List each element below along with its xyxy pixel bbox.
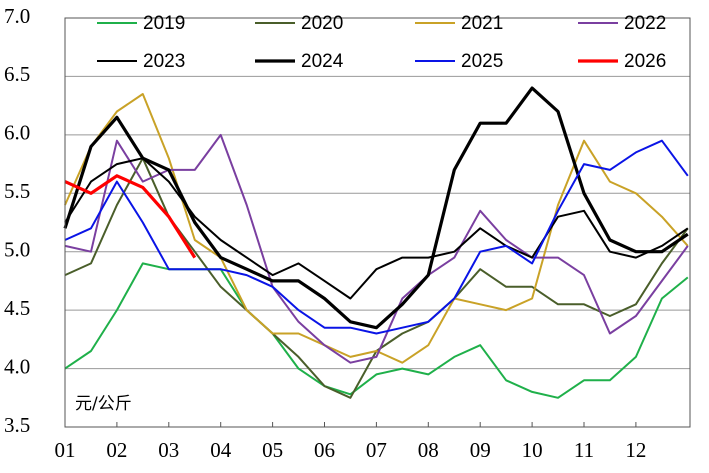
x-tick-label: 12 bbox=[625, 438, 646, 462]
series-line bbox=[64, 93, 689, 364]
y-tick-label: 6.0 bbox=[4, 121, 30, 145]
legend-label: 2024 bbox=[301, 51, 344, 72]
x-tick-label: 01 bbox=[55, 438, 76, 462]
y-tick-label: 5.5 bbox=[4, 179, 30, 203]
x-tick-label: 03 bbox=[158, 438, 179, 462]
lines bbox=[63, 86, 689, 399]
x-tick-label: 06 bbox=[314, 438, 335, 462]
y-tick-label: 3.5 bbox=[4, 413, 30, 437]
x-tick-label: 08 bbox=[418, 438, 439, 462]
legend-label: 2025 bbox=[461, 51, 503, 72]
unit-label: 元/公斤 bbox=[75, 394, 132, 414]
x-tick-label: 02 bbox=[106, 438, 127, 462]
x-tick-label: 04 bbox=[210, 438, 232, 462]
x-tick-label: 10 bbox=[522, 438, 543, 462]
plot-frame bbox=[64, 17, 691, 428]
series-line bbox=[63, 86, 689, 330]
series-line bbox=[64, 139, 689, 335]
legend-label: 2023 bbox=[143, 51, 185, 72]
series-line bbox=[64, 174, 197, 259]
legend-label: 2021 bbox=[461, 13, 503, 34]
y-tick-label: 6.5 bbox=[4, 62, 30, 86]
x-tick-label: 09 bbox=[470, 438, 491, 462]
y-tick-label: 4.0 bbox=[4, 354, 30, 378]
y-tick-label: 4.5 bbox=[4, 296, 30, 320]
legend-label: 2019 bbox=[143, 13, 185, 34]
y-tick-label: 7.0 bbox=[4, 4, 30, 28]
x-tick-label: 07 bbox=[366, 438, 387, 462]
y-tick-label: 5.0 bbox=[4, 238, 30, 262]
series-line bbox=[64, 157, 689, 300]
legend-label: 2022 bbox=[624, 13, 666, 34]
legend-label: 2026 bbox=[624, 51, 666, 72]
x-tick-label: 05 bbox=[262, 438, 283, 462]
legend-label: 2020 bbox=[301, 13, 343, 34]
x-tick-label: 11 bbox=[574, 438, 594, 462]
